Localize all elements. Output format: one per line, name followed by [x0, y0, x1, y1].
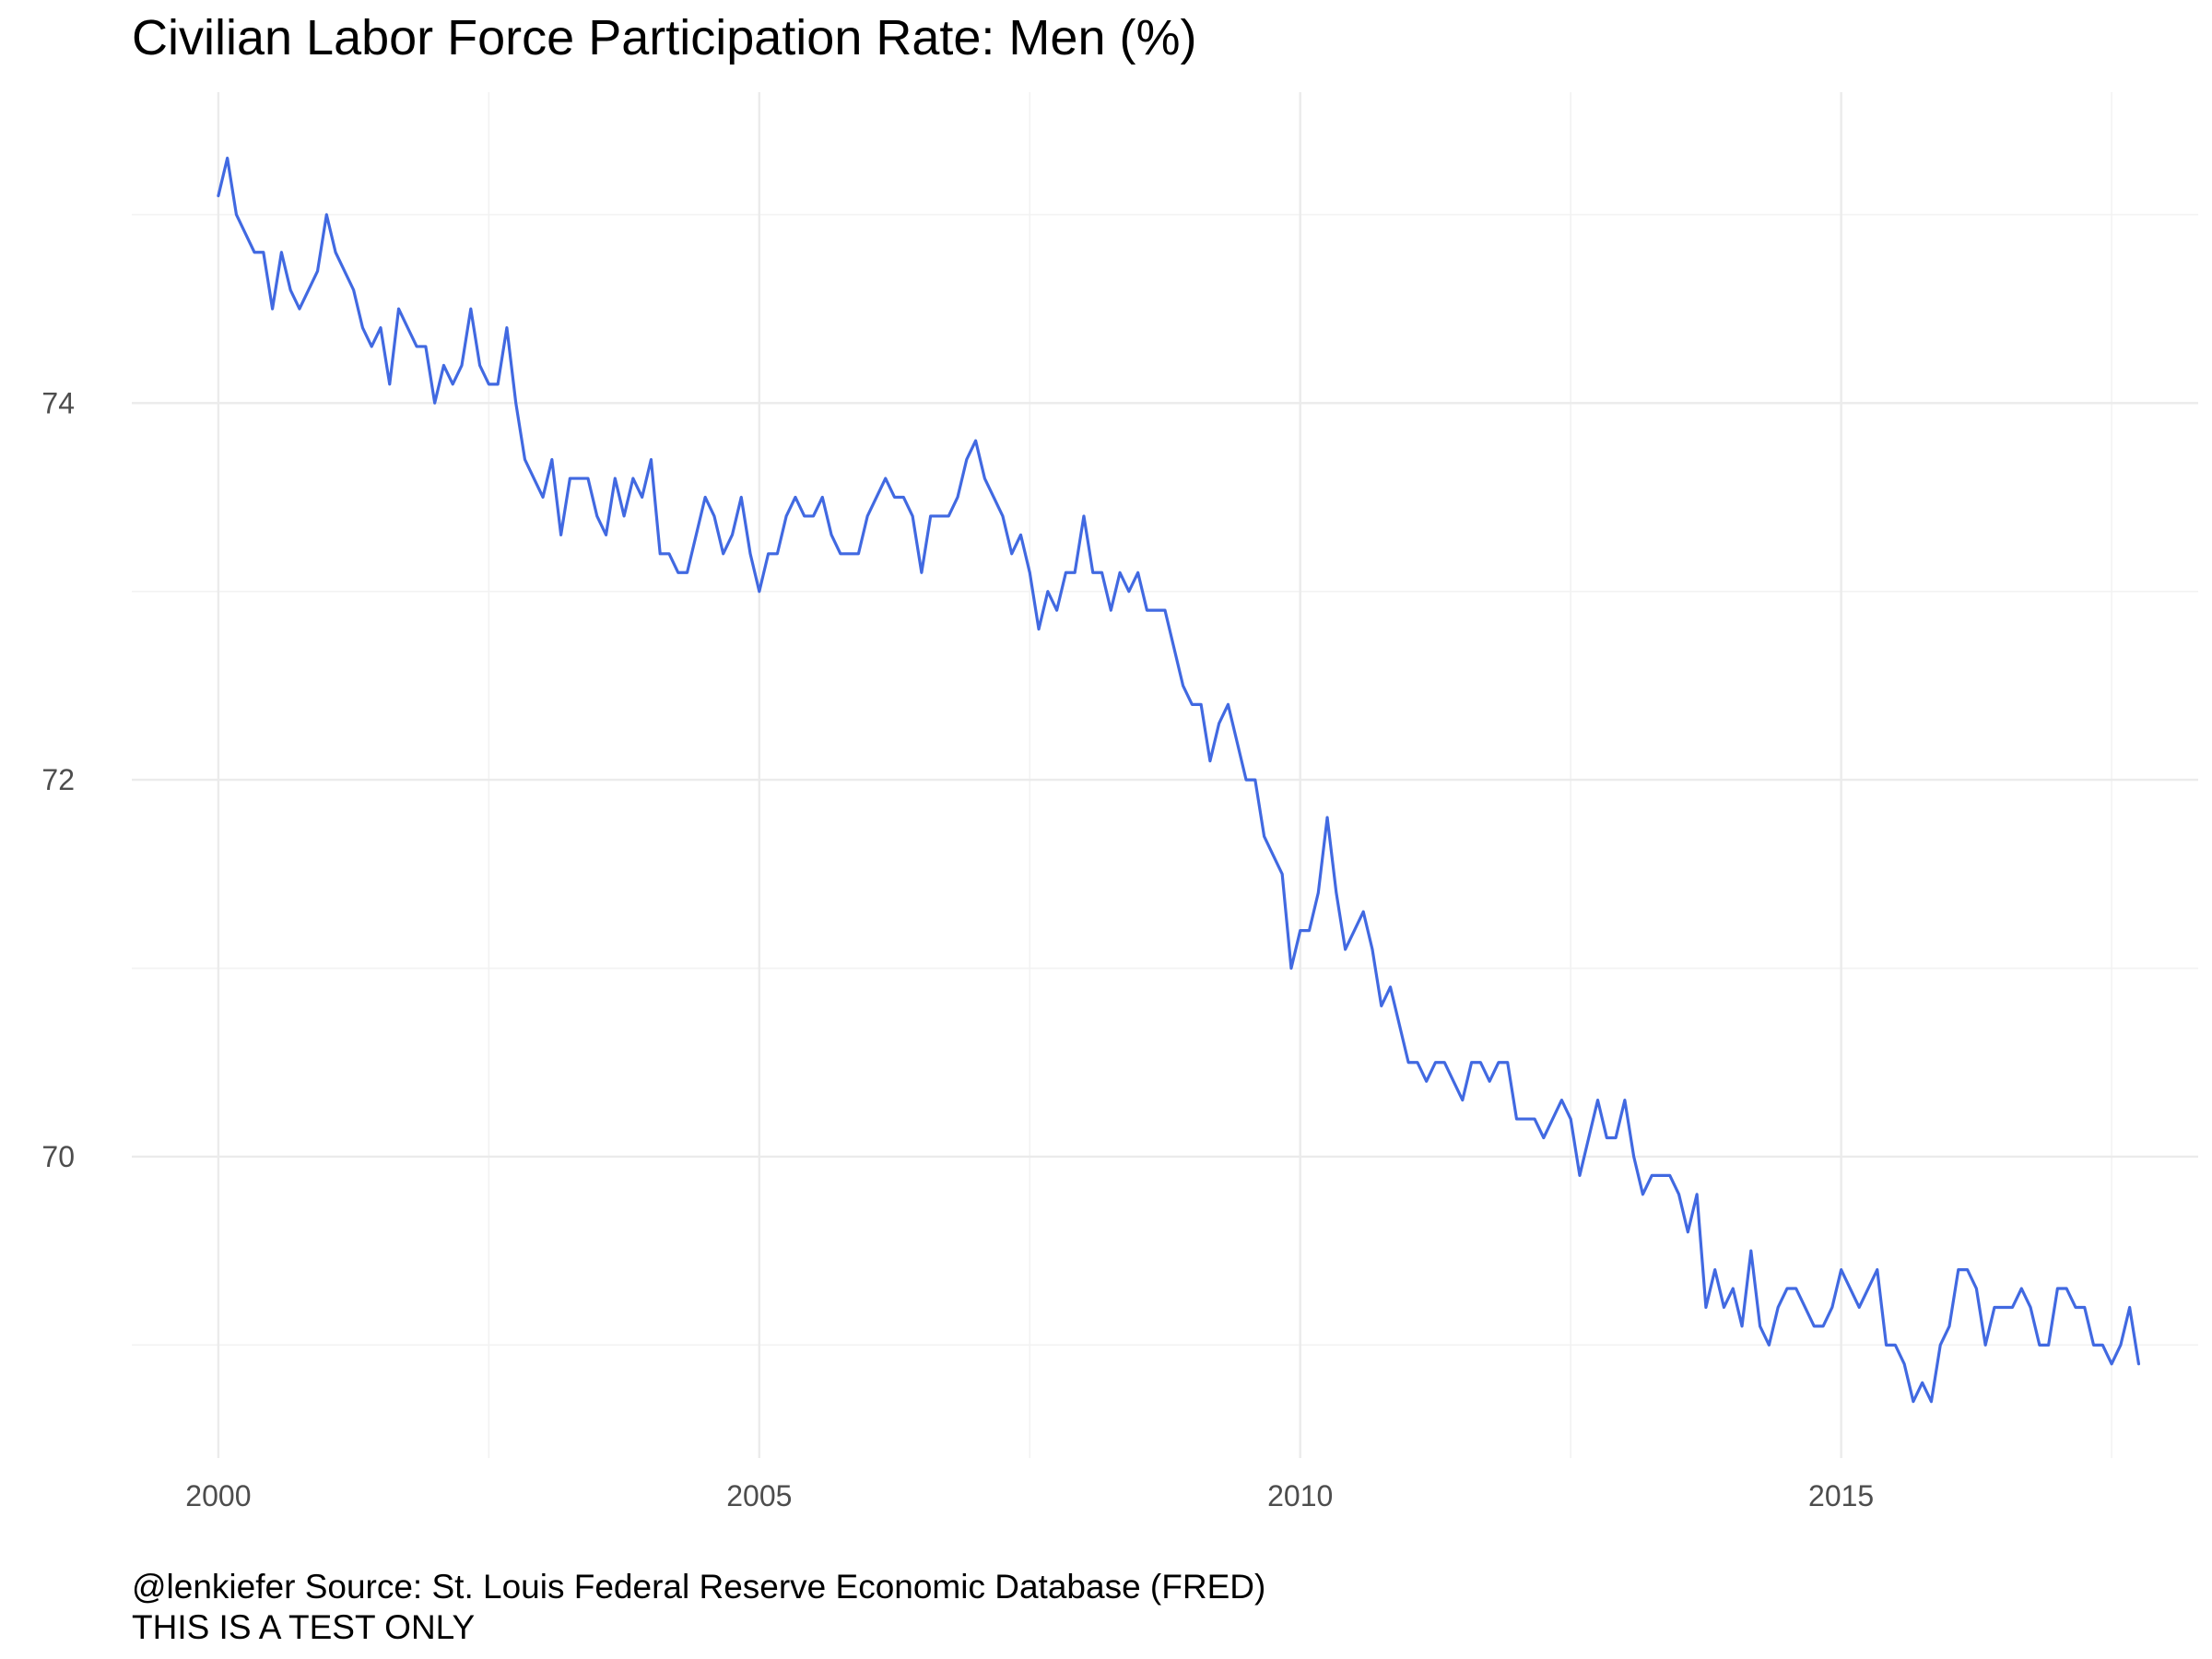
- x-tick-label: 2000: [185, 1479, 251, 1512]
- x-tick-label: 2010: [1267, 1479, 1333, 1512]
- series-line: [217, 156, 2141, 1404]
- x-tick-label: 2015: [1808, 1479, 1874, 1512]
- y-tick-label: 72: [41, 763, 75, 796]
- series-layer: [217, 156, 2141, 1404]
- caption-note: THIS IS A TEST ONLY: [132, 1608, 476, 1646]
- y-tick-label: 74: [41, 386, 75, 419]
- chart-caption: @lenkiefer Source: St. Louis Federal Res…: [132, 1567, 1265, 1648]
- y-axis-tick-labels: 70 72 74: [41, 386, 75, 1173]
- chart-title: Civilian Labor Force Participation Rate:…: [132, 10, 1197, 65]
- y-tick-label: 70: [41, 1140, 75, 1173]
- caption-source: @lenkiefer Source: St. Louis Federal Res…: [132, 1568, 1266, 1606]
- major-gridlines: [132, 92, 2198, 1458]
- minor-gridlines: [132, 92, 2198, 1458]
- x-axis-tick-labels: 2000 2005 2010 2015: [185, 1479, 1874, 1512]
- x-tick-label: 2005: [726, 1479, 792, 1512]
